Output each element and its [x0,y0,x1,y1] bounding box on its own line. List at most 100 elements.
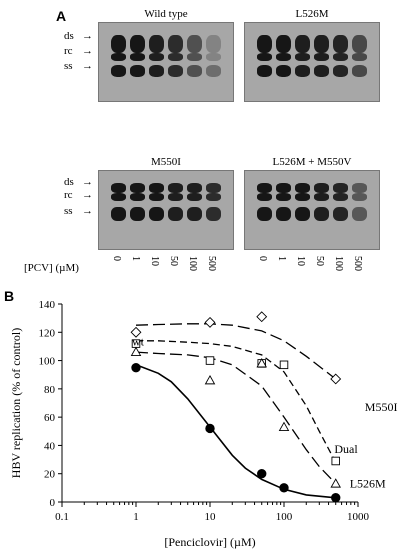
y-tick-label: 40 [44,440,56,452]
blot-band [314,193,329,201]
data-point-l526m [256,357,267,368]
blot-band [257,193,272,201]
blot-band [149,65,164,77]
blot-title-m550i: M550I [151,156,181,168]
pcv-concentration-label: 50 [168,256,179,266]
blot-lane [276,23,291,101]
x-tick-label: 1000 [347,511,370,523]
blot-band [130,193,145,201]
blot-band [352,53,367,61]
blot-lane [314,171,329,249]
blot-lane [187,171,202,249]
blot-lane [130,171,145,249]
data-point-m550i [130,326,142,338]
arrow-icon: → [82,205,93,217]
band-label-ds-bottom: ds [64,176,74,188]
arrow-icon: → [82,30,93,42]
series-label-dual: Dual [334,442,358,456]
blot-band [333,35,348,53]
blot-band [149,207,164,221]
blot-band [314,183,329,193]
blot-band [257,207,272,221]
blot-lane [111,171,126,249]
blot-lane [206,23,221,101]
data-point-wt [257,469,267,479]
blot-band [295,207,310,221]
blot-band [168,207,183,221]
blot-band [276,207,291,221]
blot-band [187,53,202,61]
data-point-wt [131,362,141,373]
blot-band [314,53,329,61]
blot-lane [333,23,348,101]
blot-band [276,65,291,77]
blot-band [352,35,367,53]
pcv-concentration-label: 10 [149,256,160,266]
y-tick-label: 140 [39,299,56,311]
band-label-ds-top: ds [64,30,74,42]
y-tick-label: 80 [44,384,56,396]
blot-band [276,35,291,53]
blot-band [111,53,126,61]
blot-band [168,53,183,61]
blot-band [130,65,145,77]
data-point-m550i [256,311,268,323]
blot-band [149,183,164,193]
blot-band [257,53,272,61]
blot-band [314,35,329,53]
arrow-icon: → [82,176,93,188]
pcv-label: [PCV] (µM) [24,262,79,274]
blot-band [130,207,145,221]
blot-band [352,193,367,201]
pcv-concentration-label: 0 [257,256,268,261]
blot-band [295,65,310,77]
blot-lane [130,23,145,101]
blot-band [130,53,145,61]
fit-curve-dual [136,340,337,463]
blot-band [257,65,272,77]
data-point-dual [331,456,340,466]
y-axis-label: HBV replication (% of control) [9,328,23,478]
y-tick-label: 60 [44,412,56,424]
blot-dual [244,170,380,250]
arrow-icon: → [82,60,93,72]
data-point-wt [205,423,215,434]
data-point-m550i [204,316,216,328]
data-point-m550i [330,373,342,385]
blot-lane [276,171,291,249]
blot-lane [149,171,164,249]
pcv-concentration-label: 50 [314,256,325,266]
blot-band [111,183,126,193]
data-point-l526m [330,478,341,488]
blot-band [333,53,348,61]
blot-band [168,193,183,201]
fit-curve-l526m [135,351,337,485]
blot-band [314,65,329,77]
blot-band [352,207,367,221]
blot-lane [352,171,367,249]
x-tick-label: 1 [133,511,139,523]
blot-lane [149,23,164,101]
panel-b-letter: B [4,288,15,304]
blot-band [257,183,272,193]
blot-band [168,35,183,53]
panel-a-letter: A [56,8,67,24]
band-label-ss-top: ss [64,60,73,72]
fit-curve-m550i [135,323,337,380]
blot-band [168,65,183,77]
data-point-dual [279,360,289,370]
dose-response-chart: 0 20 40 60 80 100 120 140 0.1 1 10 100 1000 [Penciclo… [9,299,397,549]
blot-band [130,35,145,53]
blot-l526m [244,22,380,102]
blot-band [333,207,348,221]
blot-title-l526m: L526M [295,8,329,20]
blot-band [111,193,126,201]
y-tick-label: 20 [44,469,56,481]
blot-lane [333,171,348,249]
blot-band [352,183,367,193]
blot-lane [168,171,183,249]
fit-curve-wt [135,364,336,499]
blot-lane [206,171,221,249]
x-tick-label: 100 [276,511,293,523]
pcv-concentration-label: 1 [276,256,287,261]
